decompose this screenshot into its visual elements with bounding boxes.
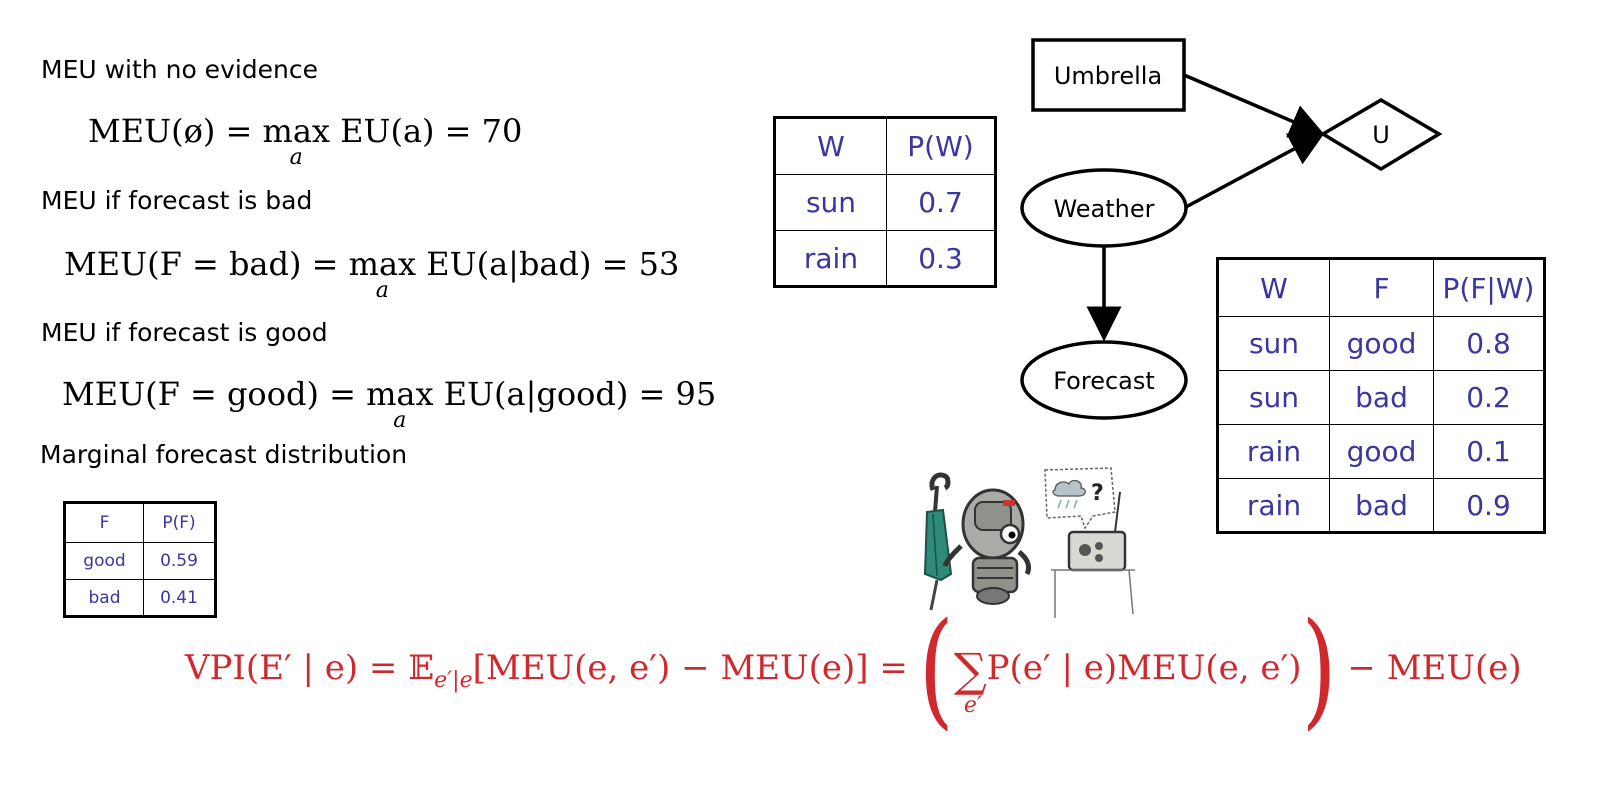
pfw-cell: 0.1 [1433,424,1545,479]
pfw-cell: rain [1217,424,1330,479]
pw-cell: 0.3 [886,230,996,287]
pw-cell: rain [774,230,887,287]
weather-label: Weather [1053,195,1154,223]
pfw-cell: 0.2 [1433,370,1545,425]
pf-cell: good [64,542,144,580]
pf-header-p: P(F) [143,502,216,543]
pf-cell: 0.59 [143,542,216,580]
thought-bubble-question: ? [1091,481,1104,506]
pf-cell: bad [64,579,144,617]
eq2-subscript: a [375,278,389,303]
radio-icon [1051,491,1135,618]
eq3-lhs: MEU(F = good) = [62,375,367,413]
vpi-tail: − MEU(e) [1336,648,1522,688]
pf-table: F P(F) good 0.59 bad 0.41 [63,501,217,618]
robot-icon [942,488,1032,605]
eq2-lhs: MEU(F = bad) = [64,245,349,283]
pw-cell: 0.7 [886,174,996,231]
eq1-max-operator: max a [262,112,330,170]
pfw-cell: good [1329,316,1434,371]
eq1-lhs: MEU(ø) = [88,112,263,150]
eq2-rhs: EU(a|bad) = 53 [416,245,680,283]
pfw-table: W F P(F|W) sun good 0.8 sun bad 0.2 rain… [1216,257,1546,534]
vpi-lhs: VPI(E′ | e) = [185,648,409,688]
vpi-formula: VPI(E′ | e) = 𝔼e′|e[MEU(e, e′) − MEU(e)]… [185,606,1522,732]
vpi-expectation-subscript: e′|e [434,667,473,693]
eq1-rhs: EU(a) = 70 [329,112,523,150]
pw-header-w: W [774,117,887,175]
vpi-left-paren: ( [918,595,954,743]
vpi-sum-subscript: e′ [963,693,982,718]
heading-forecast-good: MEU if forecast is good [41,318,328,347]
pfw-cell: 0.9 [1433,478,1545,533]
pw-header-p: P(W) [886,117,996,175]
pfw-cell: 0.8 [1433,316,1545,371]
eq3-max-operator: max a [366,375,434,433]
heading-forecast-bad: MEU if forecast is bad [41,186,313,215]
robot-illustration: ? [923,467,1135,618]
edge-weather-to-utility [1183,132,1326,210]
equation-meu-good: MEU(F = good) = max a EU(a|good) = 95 [62,375,717,433]
umbrella-icon [923,472,953,611]
heading-marginal-forecast: Marginal forecast distribution [40,440,408,469]
eq3-rhs: EU(a|good) = 95 [433,375,717,413]
vpi-inner-term: P(e′ | e)MEU(e, e′) [986,648,1302,688]
heading-no-evidence: MEU with no evidence [41,55,319,84]
pfw-header-w: W [1217,258,1330,317]
vpi-sum-symbol: ∑ e′ [953,643,987,718]
equation-meu-no-evidence: MEU(ø) = max a EU(a) = 70 [88,112,523,170]
eq3-subscript: a [393,408,407,433]
pw-cell: sun [774,174,887,231]
umbrella-label: Umbrella [1054,62,1162,90]
eq1-subscript: a [289,145,303,170]
pfw-cell: sun [1217,370,1330,425]
edge-umbrella-to-utility [1183,73,1326,138]
pf-cell: 0.41 [143,579,216,617]
pw-table: W P(W) sun 0.7 rain 0.3 [773,116,997,288]
forecast-label: Forecast [1053,367,1155,395]
forecast-node [1020,340,1188,420]
vpi-bracket-term: [MEU(e, e′) − MEU(e)] = [472,648,919,688]
umbrella-node [1031,38,1186,112]
pfw-cell: bad [1329,478,1434,533]
vpi-right-paren: ) [1301,595,1337,743]
eq2-max-operator: max a [348,245,417,303]
equation-meu-bad: MEU(F = bad) = max a EU(a|bad) = 53 [64,245,680,303]
weather-node [1020,168,1188,248]
utility-label: U [1372,121,1390,149]
vpi-expectation: 𝔼 [408,648,435,688]
pfw-cell: rain [1217,478,1330,533]
utility-node [1319,97,1443,172]
thought-bubble-icon: ? [1044,467,1116,530]
